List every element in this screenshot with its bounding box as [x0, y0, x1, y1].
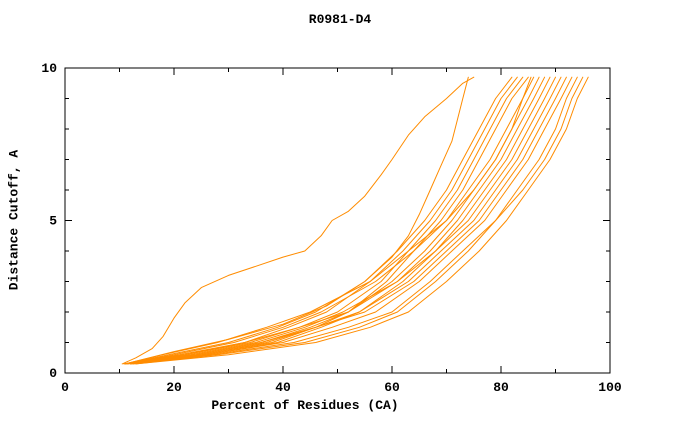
chart-title: R0981-D4 [308, 12, 372, 27]
series-line [135, 76, 578, 365]
y-tick-label: 10 [41, 61, 57, 76]
series-line [124, 76, 556, 365]
x-tick-label: 0 [61, 380, 69, 395]
x-tick-label: 60 [384, 380, 400, 395]
series-line [132, 76, 584, 365]
x-tick-label: 40 [275, 380, 291, 395]
series-line [124, 76, 513, 365]
series-line [129, 76, 573, 365]
y-tick-label: 5 [49, 214, 57, 229]
series-line [132, 76, 551, 365]
series-line [129, 76, 562, 365]
series-line [125, 76, 546, 365]
x-tick-label: 80 [493, 380, 509, 395]
series-line [135, 76, 589, 365]
x-tick-label: 100 [598, 380, 622, 395]
x-tick-label: 20 [166, 380, 182, 395]
plot-border [64, 67, 611, 374]
x-axis-label: Percent of Residues (CA) [211, 398, 399, 413]
series-line [127, 76, 567, 365]
y-tick-label: 0 [49, 366, 57, 381]
series-line [124, 76, 469, 365]
series-line [124, 76, 532, 365]
series-line [121, 76, 475, 365]
series-line [124, 76, 535, 365]
